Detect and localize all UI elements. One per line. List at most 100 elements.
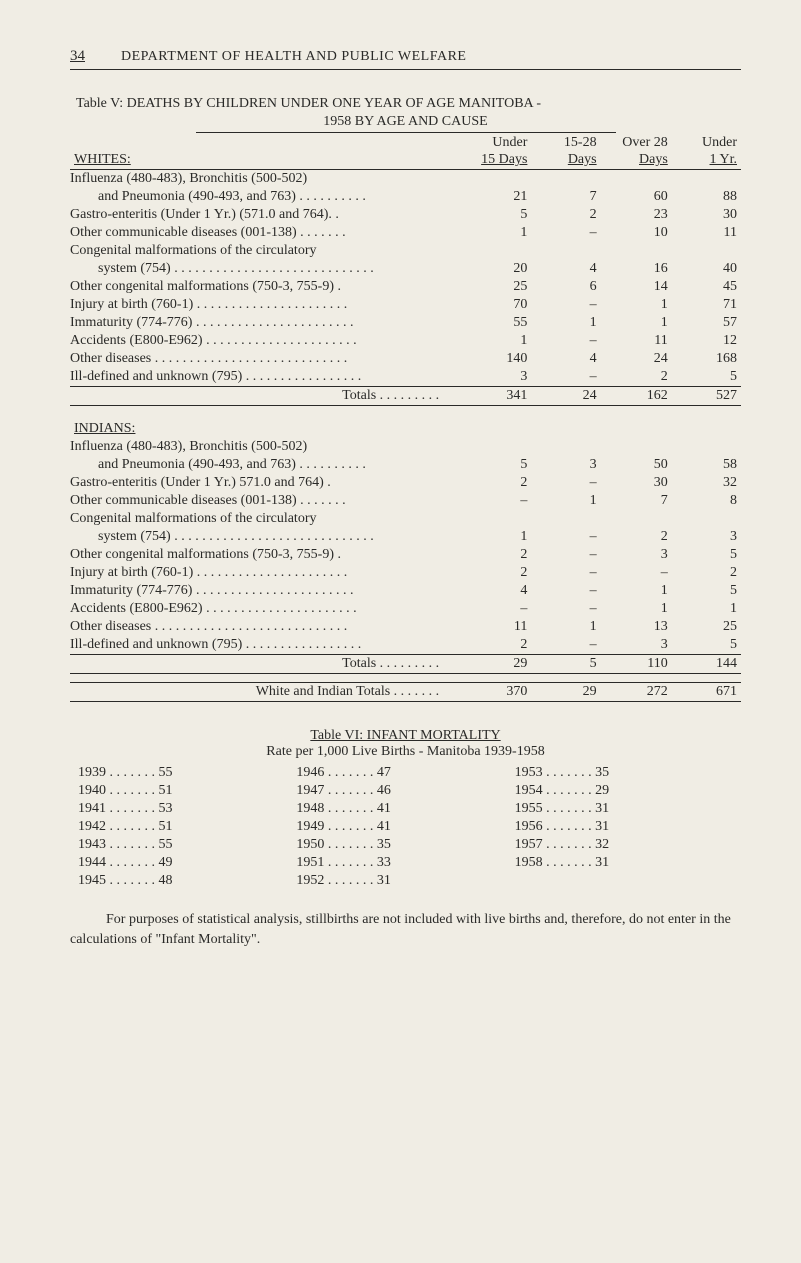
cell: 2 bbox=[459, 546, 531, 564]
grand-label: White and Indian Totals . . . . . . . bbox=[70, 683, 459, 702]
table5-caption-line2: 1958 BY AGE AND CAUSE bbox=[196, 114, 616, 133]
rate-row: 1957 . . . . . . . 32 bbox=[515, 836, 733, 854]
cell: 1 bbox=[601, 582, 672, 600]
cell: 4 bbox=[459, 582, 531, 600]
table-row: Gastro-enteritis (Under 1 Yr.) (571.0 an… bbox=[70, 206, 741, 224]
indians-totals-c4: 144 bbox=[672, 655, 741, 674]
cell: 5 bbox=[459, 206, 531, 224]
cell bbox=[672, 242, 741, 260]
rate-row: 1945 . . . . . . . 48 bbox=[78, 872, 296, 890]
cell: 2 bbox=[672, 564, 741, 582]
indians-section-label: INDIANS: bbox=[74, 407, 135, 437]
cell: 2 bbox=[459, 636, 531, 655]
cell: 1 bbox=[601, 296, 672, 314]
table6-caption: Table VI: INFANT MORTALITY bbox=[70, 728, 741, 744]
row-label: Gastro-enteritis (Under 1 Yr.) 571.0 and… bbox=[70, 474, 459, 492]
table5-caption-line1: Table V: DEATHS BY CHILDREN UNDER ONE YE… bbox=[70, 96, 741, 112]
table-row: Other communicable diseases (001-138) . … bbox=[70, 224, 741, 242]
cell: 2 bbox=[459, 474, 531, 492]
cell: 1 bbox=[531, 492, 600, 510]
row-label: Congenital malformations of the circulat… bbox=[70, 242, 459, 260]
table-row: Accidents (E800-E962) . . . . . . . . . … bbox=[70, 600, 741, 618]
table-row: Influenza (480-483), Bronchitis (500-502… bbox=[70, 170, 741, 189]
rate-row: 1941 . . . . . . . 53 bbox=[78, 800, 296, 818]
cell: – bbox=[531, 528, 600, 546]
row-label: system (754) . . . . . . . . . . . . . .… bbox=[70, 260, 459, 278]
whites-totals-c3: 162 bbox=[601, 387, 672, 406]
rate-row: 1946 . . . . . . . 47 bbox=[296, 764, 514, 782]
table6-col-1: 1939 . . . . . . . 551940 . . . . . . . … bbox=[78, 764, 296, 890]
table-row: Congenital malformations of the circulat… bbox=[70, 510, 741, 528]
row-label: Other congenital malformations (750-3, 7… bbox=[70, 278, 459, 296]
table-row: Ill-defined and unknown (795) . . . . . … bbox=[70, 636, 741, 655]
cell: 1 bbox=[601, 600, 672, 618]
cell: – bbox=[531, 368, 600, 387]
cell: 1 bbox=[531, 314, 600, 332]
cell: 2 bbox=[601, 528, 672, 546]
table-row: Other communicable diseases (001-138) . … bbox=[70, 492, 741, 510]
table-row: system (754) . . . . . . . . . . . . . .… bbox=[70, 528, 741, 546]
cell: 60 bbox=[601, 188, 672, 206]
table-row: Injury at birth (760-1) . . . . . . . . … bbox=[70, 564, 741, 582]
table-row: Immaturity (774-776) . . . . . . . . . .… bbox=[70, 314, 741, 332]
cell: – bbox=[459, 492, 531, 510]
whites-totals-c1: 341 bbox=[459, 387, 531, 406]
cell: 11 bbox=[672, 224, 741, 242]
cell: 13 bbox=[601, 618, 672, 636]
row-label: Injury at birth (760-1) . . . . . . . . … bbox=[70, 564, 459, 582]
table-row: Other congenital malformations (750-3, 7… bbox=[70, 278, 741, 296]
cell: – bbox=[531, 564, 600, 582]
cell: – bbox=[531, 474, 600, 492]
rate-row: 1944 . . . . . . . 49 bbox=[78, 854, 296, 872]
grand-c3: 272 bbox=[601, 683, 672, 702]
cell: 3 bbox=[601, 546, 672, 564]
table-row: and Pneumonia (490-493, and 763) . . . .… bbox=[70, 188, 741, 206]
cell: 3 bbox=[601, 636, 672, 655]
cell: – bbox=[531, 600, 600, 618]
row-label: Immaturity (774-776) . . . . . . . . . .… bbox=[70, 582, 459, 600]
running-header: 34 DEPARTMENT OF HEALTH AND PUBLIC WELFA… bbox=[70, 48, 741, 70]
cell: 1 bbox=[601, 314, 672, 332]
table5: Under 15-28 Over 28 Under WHITES: 15 Day… bbox=[70, 135, 741, 702]
table-row: Injury at birth (760-1) . . . . . . . . … bbox=[70, 296, 741, 314]
cell: 32 bbox=[672, 474, 741, 492]
cell: – bbox=[531, 582, 600, 600]
cell: 4 bbox=[531, 260, 600, 278]
whites-totals-c4: 527 bbox=[672, 387, 741, 406]
cell: 11 bbox=[459, 618, 531, 636]
indians-totals-label: Totals . . . . . . . . . bbox=[70, 655, 459, 674]
cell: 2 bbox=[601, 368, 672, 387]
row-label: and Pneumonia (490-493, and 763) . . . .… bbox=[70, 188, 459, 206]
cell: 5 bbox=[672, 368, 741, 387]
page: 34 DEPARTMENT OF HEALTH AND PUBLIC WELFA… bbox=[0, 0, 801, 1005]
row-label: Other diseases . . . . . . . . . . . . .… bbox=[70, 350, 459, 368]
table-row: Other diseases . . . . . . . . . . . . .… bbox=[70, 618, 741, 636]
cell: 10 bbox=[601, 224, 672, 242]
cell bbox=[459, 170, 531, 189]
cell: 11 bbox=[601, 332, 672, 350]
rate-row: 1939 . . . . . . . 55 bbox=[78, 764, 296, 782]
cell: 1 bbox=[531, 618, 600, 636]
row-label: Other communicable diseases (001-138) . … bbox=[70, 492, 459, 510]
cell bbox=[672, 438, 741, 456]
col2-head-a: 15-28 bbox=[531, 135, 600, 152]
cell: 140 bbox=[459, 350, 531, 368]
cell: 88 bbox=[672, 188, 741, 206]
cell: 5 bbox=[672, 636, 741, 655]
rate-row: 1948 . . . . . . . 41 bbox=[296, 800, 514, 818]
cell: 7 bbox=[531, 188, 600, 206]
cell: 21 bbox=[459, 188, 531, 206]
cell bbox=[601, 170, 672, 189]
table-row: system (754) . . . . . . . . . . . . . .… bbox=[70, 260, 741, 278]
indians-totals-c3: 110 bbox=[601, 655, 672, 674]
row-label: Injury at birth (760-1) . . . . . . . . … bbox=[70, 296, 459, 314]
table-row: Immaturity (774-776) . . . . . . . . . .… bbox=[70, 582, 741, 600]
cell: 58 bbox=[672, 456, 741, 474]
grand-c1: 370 bbox=[459, 683, 531, 702]
whites-totals-label: Totals . . . . . . . . . bbox=[70, 387, 459, 406]
cell: 30 bbox=[672, 206, 741, 224]
rate-row: 1954 . . . . . . . 29 bbox=[515, 782, 733, 800]
cell: 12 bbox=[672, 332, 741, 350]
cell: 70 bbox=[459, 296, 531, 314]
cell: 7 bbox=[601, 492, 672, 510]
